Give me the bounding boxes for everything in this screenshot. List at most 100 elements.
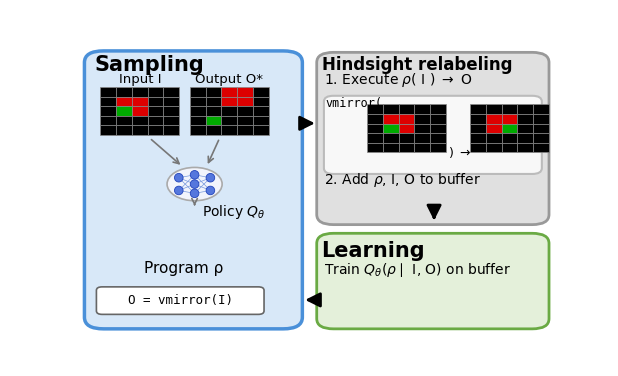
Bar (148, 106, 164, 116)
Bar (502, 143, 517, 152)
FancyBboxPatch shape (96, 287, 264, 314)
Bar (221, 97, 237, 106)
Bar (221, 106, 237, 116)
Ellipse shape (167, 167, 222, 201)
Bar (430, 133, 446, 143)
Ellipse shape (190, 171, 199, 179)
Bar (486, 143, 502, 152)
Bar (148, 116, 164, 125)
Bar (470, 124, 486, 133)
Text: Train $Q_\theta(\rho \mid$ I, O) on buffer: Train $Q_\theta(\rho \mid$ I, O) on buff… (324, 261, 511, 279)
Bar (163, 125, 179, 135)
Bar (430, 105, 446, 114)
Bar (237, 87, 253, 97)
Text: O = vmirror(I): O = vmirror(I) (128, 294, 233, 307)
Bar (470, 105, 486, 114)
Bar (533, 143, 549, 152)
Bar (502, 124, 517, 133)
Bar (470, 133, 486, 143)
Text: Policy $Q_\theta$: Policy $Q_\theta$ (201, 203, 265, 221)
FancyBboxPatch shape (85, 51, 302, 329)
Bar (253, 97, 269, 106)
Bar (415, 105, 430, 114)
Bar (415, 124, 430, 133)
Bar (237, 97, 253, 106)
Bar (253, 87, 269, 97)
Bar (415, 114, 430, 124)
Bar (486, 114, 502, 124)
Bar (533, 105, 549, 114)
Bar (221, 125, 237, 135)
Bar (383, 105, 399, 114)
Bar (190, 125, 206, 135)
FancyBboxPatch shape (324, 96, 542, 174)
Ellipse shape (174, 173, 183, 182)
Bar (399, 133, 415, 143)
Ellipse shape (190, 180, 199, 188)
Bar (367, 143, 383, 152)
Bar (533, 133, 549, 143)
Bar (132, 87, 148, 97)
Bar (116, 106, 132, 116)
Bar (486, 105, 502, 114)
Bar (100, 106, 116, 116)
Bar (517, 114, 533, 124)
Text: Output O*: Output O* (195, 73, 263, 86)
Bar (253, 125, 269, 135)
Bar (206, 97, 221, 106)
Text: Input I: Input I (119, 73, 161, 86)
Bar (206, 87, 221, 97)
Bar (100, 125, 116, 135)
Ellipse shape (206, 186, 214, 195)
Bar (221, 116, 237, 125)
Bar (415, 143, 430, 152)
Bar (163, 87, 179, 97)
Bar (148, 97, 164, 106)
Text: Learning: Learning (321, 241, 425, 261)
Bar (430, 124, 446, 133)
Bar (430, 143, 446, 152)
Bar (132, 116, 148, 125)
Bar (383, 133, 399, 143)
Bar (221, 87, 237, 97)
Bar (190, 116, 206, 125)
Bar (517, 133, 533, 143)
Bar (163, 116, 179, 125)
Bar (206, 106, 221, 116)
Bar (148, 125, 164, 135)
Bar (399, 105, 415, 114)
Bar (190, 87, 206, 97)
Bar (116, 125, 132, 135)
Bar (533, 114, 549, 124)
Bar (502, 105, 517, 114)
Bar (415, 133, 430, 143)
Bar (367, 105, 383, 114)
Bar (190, 97, 206, 106)
Text: Program ρ: Program ρ (145, 261, 224, 276)
Bar (148, 87, 164, 97)
Bar (470, 114, 486, 124)
Bar (399, 124, 415, 133)
Bar (430, 114, 446, 124)
Bar (100, 87, 116, 97)
Bar (383, 143, 399, 152)
Bar (253, 106, 269, 116)
Bar (190, 106, 206, 116)
Bar (367, 114, 383, 124)
Bar (237, 116, 253, 125)
Bar (253, 116, 269, 125)
Text: Hindsight relabeling: Hindsight relabeling (321, 56, 512, 74)
FancyBboxPatch shape (317, 52, 549, 224)
Text: 2. Add $\rho$, I, O to buffer: 2. Add $\rho$, I, O to buffer (324, 171, 481, 189)
Bar (517, 124, 533, 133)
Bar (206, 116, 221, 125)
Bar (206, 125, 221, 135)
Bar (100, 116, 116, 125)
Bar (163, 106, 179, 116)
Bar (116, 87, 132, 97)
Bar (367, 124, 383, 133)
FancyBboxPatch shape (317, 233, 549, 329)
Bar (367, 133, 383, 143)
Bar (502, 114, 517, 124)
Bar (383, 124, 399, 133)
